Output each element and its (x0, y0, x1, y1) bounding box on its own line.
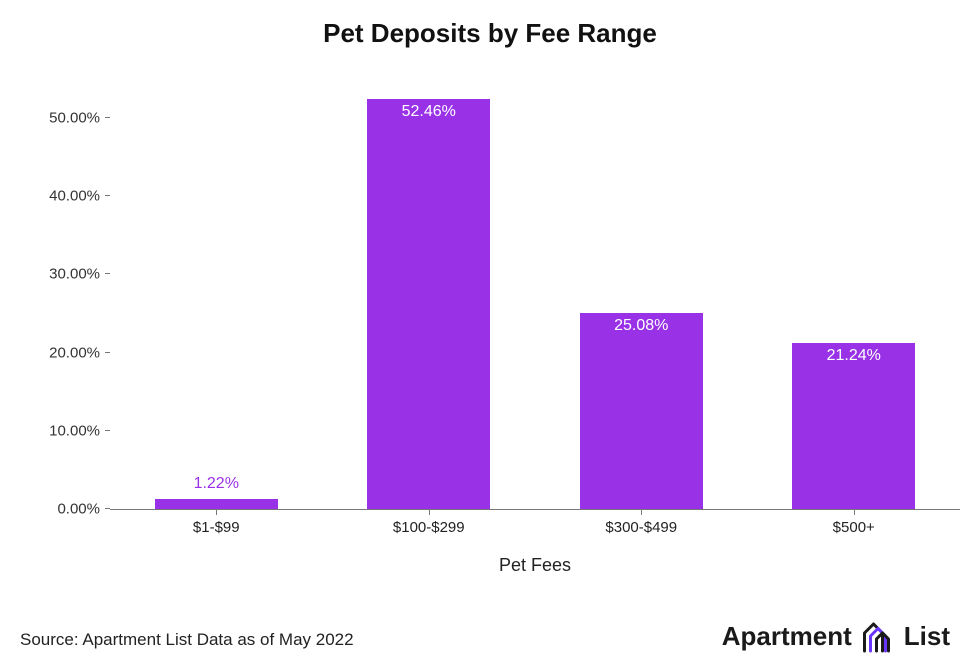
chart-title: Pet Deposits by Fee Range (0, 18, 980, 49)
logo-word-1: Apartment (722, 621, 852, 652)
y-tick-label: 20.00% (49, 344, 110, 361)
brand-logo: Apartment List (722, 618, 950, 654)
bar (792, 343, 915, 509)
bar-value-label: 25.08% (614, 317, 668, 335)
chart-container: { "chart": { "type": "bar", "title": "Pe… (0, 0, 980, 672)
x-category-label: $100-$299 (393, 509, 465, 536)
bar-value-label: 1.22% (194, 475, 239, 493)
x-category-label: $500+ (833, 509, 875, 536)
logo-icon (860, 618, 896, 654)
x-category-label: $300-$499 (605, 509, 677, 536)
bar (580, 313, 703, 509)
source-text: Source: Apartment List Data as of May 20… (20, 630, 354, 650)
y-tick-label: 40.00% (49, 188, 110, 205)
bar-value-label: 52.46% (402, 103, 456, 121)
logo-word-2: List (904, 621, 950, 652)
y-tick-label: 50.00% (49, 110, 110, 127)
bar-value-label: 21.24% (827, 347, 881, 365)
bar (155, 499, 278, 509)
plot-area: 0.00%10.00%20.00%30.00%40.00%50.00%$1-$9… (110, 80, 960, 510)
y-tick-label: 30.00% (49, 266, 110, 283)
y-tick-label: 10.00% (49, 422, 110, 439)
x-axis-label: Pet Fees (499, 555, 571, 576)
x-category-label: $1-$99 (193, 509, 240, 536)
bar (367, 99, 490, 509)
y-tick-label: 0.00% (57, 501, 110, 518)
